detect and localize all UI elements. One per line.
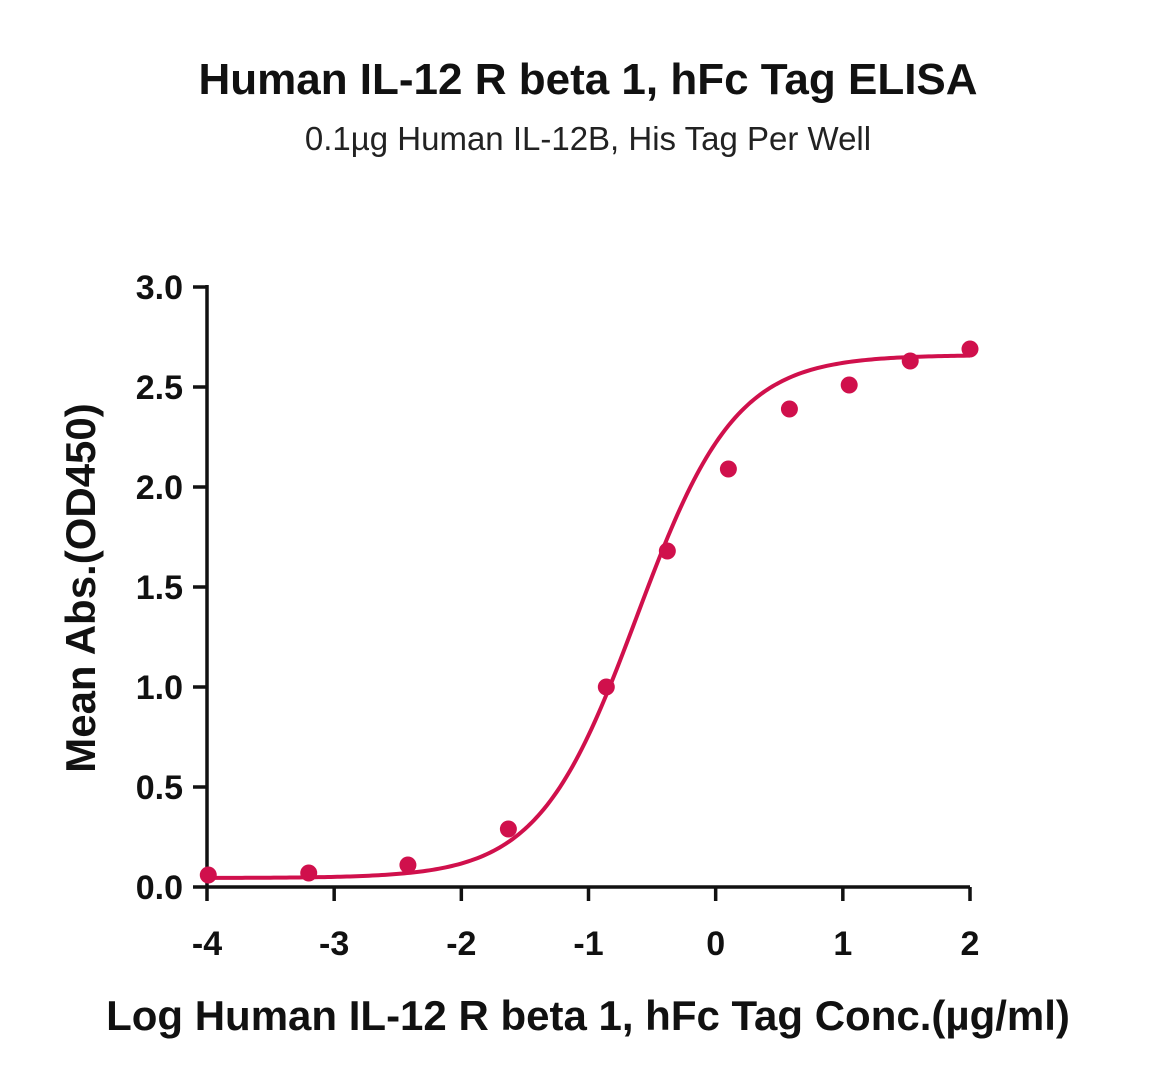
x-tick-label: -1 [573, 925, 603, 963]
y-tick-label: 2.5 [136, 369, 183, 407]
data-point [597, 678, 615, 696]
fit-curve [207, 353, 971, 880]
chart-title: Human IL-12 R beta 1, hFc Tag ELISA [198, 55, 977, 104]
x-axis-label: Log Human IL-12 R beta 1, hFc Tag Conc.(… [106, 992, 1070, 1039]
data-point [300, 864, 318, 882]
fit-curve-layer [207, 353, 971, 880]
x-tick-label: 2 [961, 925, 980, 963]
data-point [719, 460, 737, 478]
data-points [199, 340, 979, 884]
data-point [499, 820, 517, 838]
y-tick-label: 0.5 [136, 769, 183, 807]
y-tick-label: 1.5 [136, 569, 183, 607]
data-point [199, 866, 217, 884]
x-tick-label: -3 [319, 925, 349, 963]
data-point [399, 856, 417, 874]
chart-subtitle: 0.1µg Human IL-12B, His Tag Per Well [305, 120, 871, 157]
axes [205, 285, 970, 889]
x-tick-label: 1 [833, 925, 852, 963]
data-point [780, 400, 798, 418]
data-point [961, 340, 979, 358]
y-tick-label: 0.0 [136, 869, 183, 907]
data-point [840, 376, 858, 394]
y-tick-label: 2.0 [136, 469, 183, 507]
data-point [901, 352, 919, 370]
ticks: 0.0 0.5 1.0 1.5 2.0 2.5 3.0 -4 -3 -2 -1 0 1 2 [136, 269, 980, 963]
x-tick-label: 0 [706, 925, 725, 963]
y-tick-label: 1.0 [136, 669, 183, 707]
y-tick-label: 3.0 [136, 269, 183, 307]
y-axis-label: Mean Abs.(OD450) [57, 403, 104, 773]
x-tick-label: -4 [192, 925, 222, 963]
x-tick-label: -2 [446, 925, 476, 963]
data-point [658, 542, 676, 560]
